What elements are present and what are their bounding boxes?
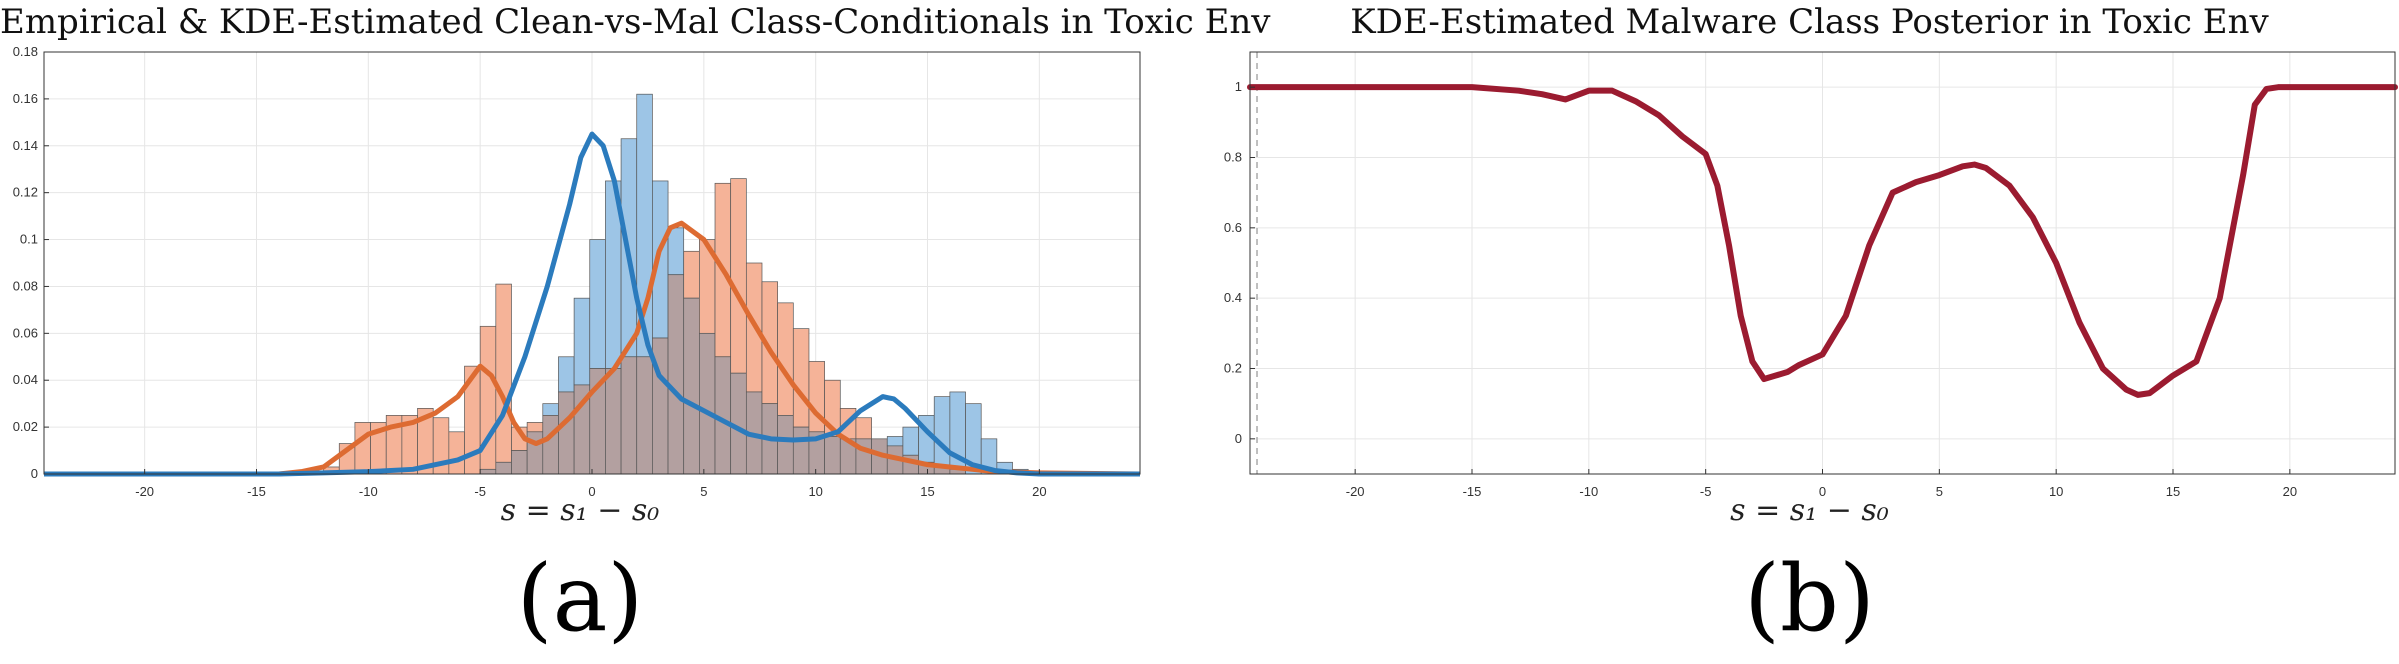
y-tick-label: 0 xyxy=(1235,431,1242,446)
overlap-bar xyxy=(511,450,528,475)
chart-title: Empirical & KDE-Estimated Clean-vs-Mal C… xyxy=(0,2,1271,42)
clean-bar xyxy=(558,356,575,393)
mal-bar xyxy=(448,431,465,475)
x-tick-label: -10 xyxy=(359,484,378,499)
overlap-bar xyxy=(792,426,810,475)
clean-bar xyxy=(573,297,591,386)
y-tick-label: 0.1 xyxy=(20,232,38,247)
y-tick-label: 0.6 xyxy=(1224,220,1242,235)
y-tick-label: 0.16 xyxy=(13,91,38,106)
overlap-bar xyxy=(479,468,497,475)
kde-mal-line xyxy=(44,220,1141,477)
mal-bar xyxy=(354,422,371,475)
y-tick-label: 0.12 xyxy=(13,185,38,200)
mal-bar xyxy=(792,328,810,428)
panel-a: Empirical & KDE-Estimated Clean-vs-Mal C… xyxy=(0,0,1271,664)
clean-bar xyxy=(542,403,559,416)
clean-bar xyxy=(886,436,904,447)
overlap-bar xyxy=(605,368,622,475)
overlap-bar xyxy=(558,391,575,475)
x-tick-label: -20 xyxy=(1346,484,1365,499)
x-tick-label: 20 xyxy=(1032,484,1046,499)
chart-title: KDE-Estimated Malware Class Posterior in… xyxy=(1350,2,2269,42)
x-tick-label: 15 xyxy=(920,484,934,499)
x-tick-label: -5 xyxy=(474,484,486,499)
overlap-bar xyxy=(542,415,559,475)
x-tick-label: 5 xyxy=(700,484,707,499)
clean-bar xyxy=(667,227,685,276)
x-tick-label: 0 xyxy=(1819,484,1826,499)
y-tick-label: 0.2 xyxy=(1224,361,1242,376)
y-tick-label: 1 xyxy=(1235,79,1242,94)
x-tick-label: 20 xyxy=(2283,484,2297,499)
overlap-bar xyxy=(667,274,685,475)
mal-bar xyxy=(730,178,747,374)
overlap-bar xyxy=(683,297,700,475)
posterior-line xyxy=(1247,84,2398,398)
x-tick-label: -10 xyxy=(1579,484,1598,499)
mal-bar xyxy=(777,302,794,416)
panel-b: KDE-Estimated Malware Class Posterior in… xyxy=(1220,0,2399,664)
mal-bar xyxy=(495,283,512,463)
clean-bar xyxy=(902,426,919,456)
x-tick-label: 15 xyxy=(2166,484,2180,499)
y-tick-label: 0.06 xyxy=(13,325,38,340)
kde-clean-line xyxy=(44,131,1140,477)
x-axis-label: s = s₁ − s₀ xyxy=(1730,493,1889,528)
chart-a: -20 -15 -10 -5 0 5 10 15 20 0 0.02 0.04 0.06 0.08 0.1 0… xyxy=(13,44,1141,499)
x-tick-label: -15 xyxy=(247,484,266,499)
y-tick-label: 0.04 xyxy=(13,372,38,387)
overlap-bar xyxy=(777,415,794,475)
overlap-bar xyxy=(636,356,653,475)
x-tick-label: -15 xyxy=(1463,484,1482,499)
caption-b: (b) xyxy=(1744,545,1875,652)
overlap-bar xyxy=(699,332,716,475)
x-tick-label: 5 xyxy=(1936,484,1943,499)
x-tick-label: 10 xyxy=(2049,484,2063,499)
mal-bar xyxy=(855,417,872,440)
y-tick-label: 0.8 xyxy=(1224,150,1242,165)
caption-a: (a) xyxy=(516,545,644,652)
y-tick-label: 0.02 xyxy=(13,419,38,434)
overlap-bar xyxy=(495,461,512,475)
x-tick-label: -20 xyxy=(135,484,154,499)
mal-bar xyxy=(526,422,544,433)
y-tick-label: 0.4 xyxy=(1224,290,1242,305)
x-tick-label: -5 xyxy=(1700,484,1712,499)
clean-bar xyxy=(933,396,951,468)
y-tick-label: 0.18 xyxy=(13,44,38,59)
overlap-bar xyxy=(824,436,841,475)
y-tick-label: 0.14 xyxy=(13,138,38,153)
clean-bar xyxy=(589,239,606,369)
overlap-bar xyxy=(620,356,638,475)
mal-bar xyxy=(683,250,700,299)
chart-b: -20 -15 -10 -5 0 5 10 15 20 0 0.2 0.4 0.6 0.8 1 xyxy=(1224,51,2398,499)
y-tick-label: 0.08 xyxy=(13,278,38,293)
x-tick-label: 0 xyxy=(588,484,595,499)
x-axis-label: s = s₁ − s₀ xyxy=(500,493,660,528)
x-tick-label: 10 xyxy=(808,484,822,499)
y-tick-label: 0 xyxy=(31,466,38,481)
